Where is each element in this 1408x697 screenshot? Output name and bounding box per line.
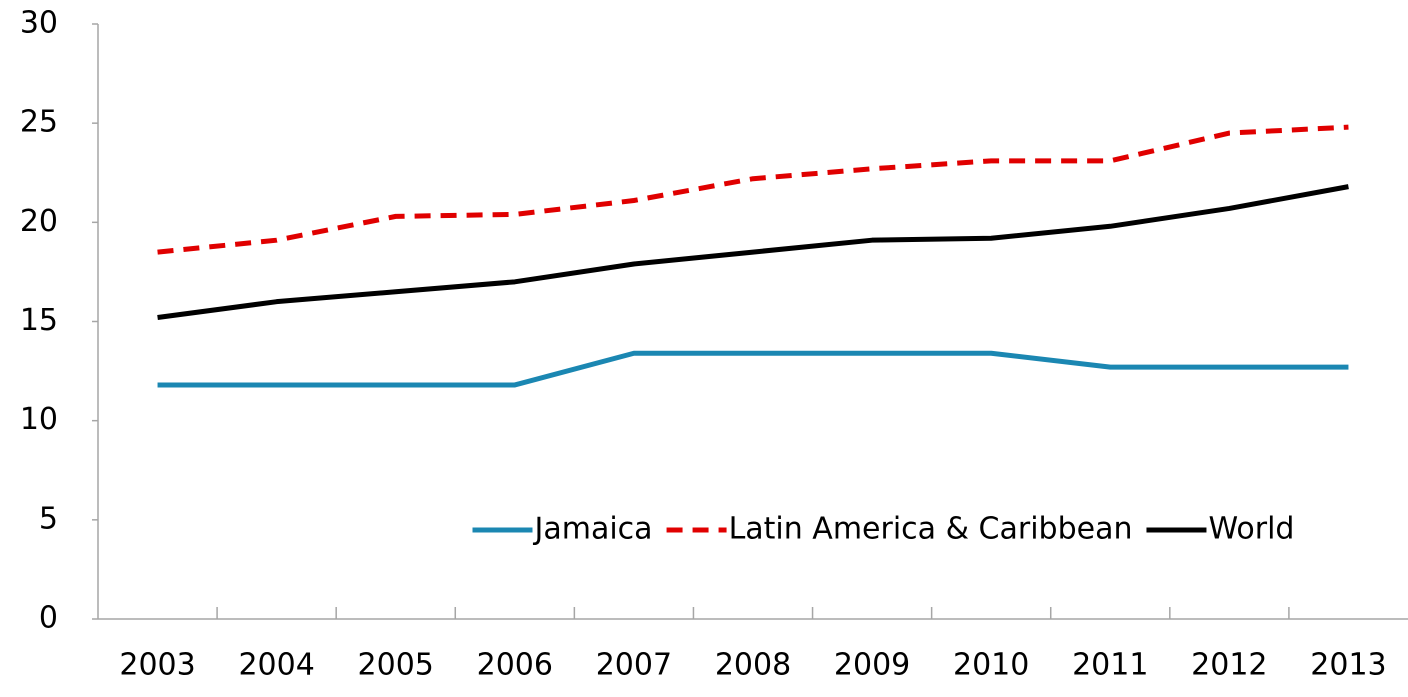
x-tick-label: 2009 — [834, 648, 910, 683]
x-tick-label: 2010 — [953, 648, 1029, 683]
y-tick-label: 30 — [20, 6, 58, 41]
x-tick-label: 2006 — [477, 648, 553, 683]
series-line — [157, 184, 1349, 321]
legend-label: World — [1208, 512, 1294, 547]
y-tick-label: 5 — [39, 501, 58, 536]
x-tick-label: 2004 — [238, 648, 314, 683]
y-tick-label: 0 — [39, 601, 58, 636]
x-tick-label: 2007 — [596, 648, 672, 683]
legend-label: Latin America & Caribbean — [729, 512, 1133, 547]
x-tick-label: 2005 — [358, 648, 434, 683]
series-line — [157, 350, 1349, 388]
x-tick-label: 2012 — [1191, 648, 1267, 683]
y-tick-label: 20 — [20, 204, 58, 239]
y-tick-label: 25 — [20, 105, 58, 140]
y-tick-label: 10 — [20, 402, 58, 437]
legend-label: Jamaica — [533, 512, 653, 547]
x-tick-label: 2011 — [1072, 648, 1148, 683]
x-tick-label: 2013 — [1310, 648, 1386, 683]
series-line — [157, 124, 1349, 255]
y-tick-label: 15 — [20, 303, 58, 338]
x-tick-label: 2008 — [715, 648, 791, 683]
x-tick-label: 2003 — [119, 648, 195, 683]
